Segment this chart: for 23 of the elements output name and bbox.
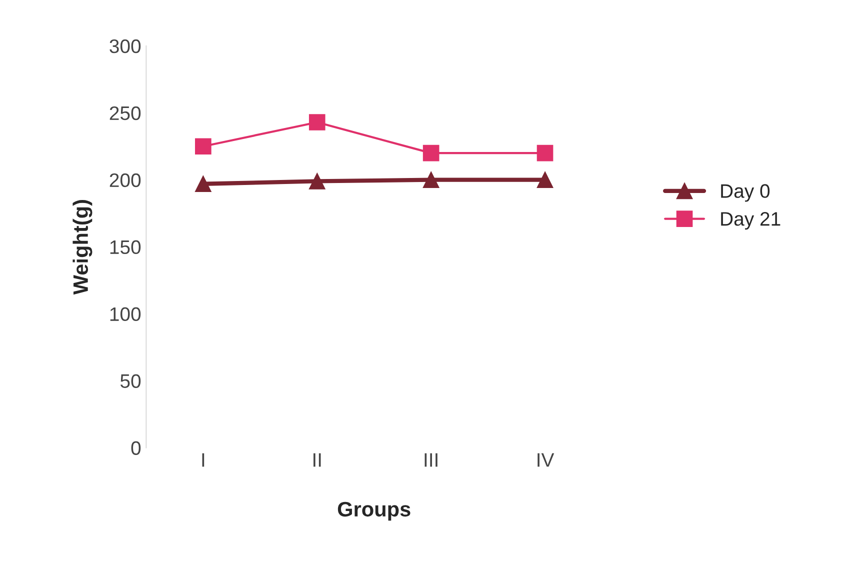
y-tick-label: 150 — [110, 240, 141, 254]
x-tick-label: IV — [538, 453, 554, 467]
point — [536, 172, 554, 188]
point — [422, 144, 440, 162]
x-tick-label: III — [424, 453, 438, 467]
point — [308, 114, 326, 130]
legend-label: Day 21 — [721, 212, 780, 230]
point — [308, 173, 326, 190]
point — [195, 176, 212, 192]
legend-label: Day 0 — [721, 184, 770, 202]
y-tick-label: 50 — [120, 374, 141, 388]
y-tick-label: 300 — [110, 39, 141, 54]
x-tick-label: I — [202, 453, 204, 467]
y-axis-title: Weight(g) — [72, 200, 92, 295]
point — [536, 144, 554, 162]
point — [195, 138, 212, 155]
y-tick-label: 0 — [131, 441, 141, 455]
y-tick-label: 100 — [110, 307, 141, 322]
x-tick-label: II — [314, 453, 321, 467]
y-tick-label: 250 — [110, 106, 141, 120]
y-tick-label: 200 — [110, 173, 141, 188]
point — [422, 172, 440, 188]
x-axis-title: Groups — [338, 502, 410, 521]
